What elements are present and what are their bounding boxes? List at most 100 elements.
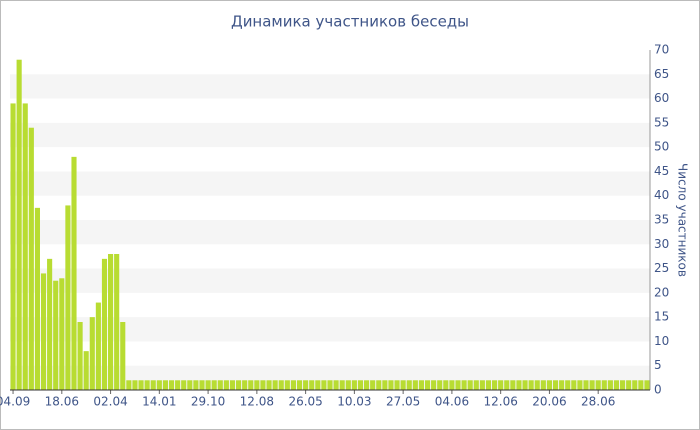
bar: [626, 380, 632, 390]
bar: [10, 103, 16, 390]
bar: [95, 302, 101, 390]
bar: [296, 380, 303, 390]
bar: [589, 380, 595, 390]
bar: [53, 280, 59, 390]
bar: [412, 380, 418, 390]
bar: [546, 380, 552, 390]
bar: [583, 380, 589, 390]
y-tick-label: 35: [654, 213, 669, 227]
grid-band: [10, 171, 650, 196]
bar: [22, 103, 28, 390]
y-tick-label: 55: [654, 115, 669, 129]
bar: [601, 380, 607, 390]
x-tick-label: 20.06: [532, 395, 566, 409]
bar: [559, 380, 565, 390]
bar: [449, 380, 455, 390]
bar: [437, 380, 443, 390]
bar: [175, 380, 181, 390]
bar: [229, 380, 236, 390]
bar: [595, 380, 601, 390]
x-tick-label: 12.08: [240, 395, 274, 409]
x-tick-label: 26.05: [288, 395, 322, 409]
bar: [303, 380, 309, 390]
bar: [632, 380, 638, 390]
bar: [461, 380, 467, 390]
bar: [217, 380, 223, 390]
bar: [40, 273, 47, 390]
bar: [327, 380, 333, 390]
bar: [565, 380, 571, 390]
bar: [345, 380, 351, 390]
bar: [357, 380, 364, 390]
bar: [400, 380, 406, 390]
bar: [577, 380, 583, 390]
bar: [638, 380, 644, 390]
bar: [394, 380, 400, 390]
bar: [28, 127, 34, 390]
bar: [498, 380, 504, 390]
bar: [242, 380, 248, 390]
bar: [644, 380, 650, 390]
bar: [181, 380, 187, 390]
y-tick-label: 20: [654, 285, 669, 299]
bar: [272, 380, 278, 390]
bar: [455, 380, 461, 390]
bar: [382, 380, 388, 390]
bar: [284, 380, 290, 390]
bar: [443, 380, 449, 390]
bar: [150, 380, 156, 390]
y-tick-label: 50: [654, 140, 669, 154]
bar: [315, 380, 321, 390]
bar: [59, 278, 65, 390]
bar: [132, 380, 138, 390]
bar: [83, 351, 89, 390]
bar: [522, 380, 528, 390]
y-tick-label: 40: [654, 188, 669, 202]
bar: [571, 380, 577, 390]
chart-title: Динамика участников беседы: [231, 13, 469, 31]
bar: [211, 380, 217, 390]
bar: [479, 380, 485, 390]
bar: [351, 380, 357, 390]
bar: [406, 380, 412, 390]
bar: [516, 380, 522, 390]
bar: [492, 380, 498, 390]
x-tick-label: 29.10: [191, 395, 225, 409]
y-tick-label: 30: [654, 237, 669, 251]
bar: [89, 317, 95, 390]
bar: [504, 380, 510, 390]
bar: [156, 380, 162, 390]
bar: [424, 380, 431, 390]
bar: [101, 258, 108, 390]
x-tick-label: 18.06: [45, 395, 79, 409]
bar: [552, 380, 559, 390]
grid-band: [10, 220, 650, 245]
grid-band: [10, 122, 650, 148]
bar: [193, 380, 199, 390]
bar: [205, 380, 211, 390]
bar: [77, 322, 83, 390]
bar: [388, 380, 394, 390]
bar: [65, 205, 71, 390]
bar: [71, 156, 77, 390]
bar: [370, 380, 376, 390]
bar: [510, 380, 516, 390]
bar: [607, 380, 613, 390]
bar: [47, 258, 53, 390]
bar: [199, 380, 205, 390]
x-tick-label: 12.06: [483, 395, 517, 409]
bar: [108, 254, 114, 390]
bar: [376, 380, 382, 390]
bar: [266, 380, 272, 390]
bar: [431, 380, 437, 390]
bar: [187, 380, 193, 390]
x-tick-label: 27.05: [386, 395, 420, 409]
y-tick-label: 15: [654, 310, 669, 324]
bar: [333, 380, 339, 390]
y-tick-label: 10: [654, 334, 669, 348]
bar: [485, 380, 492, 390]
bar: [418, 380, 424, 390]
bar: [540, 380, 546, 390]
bar: [223, 380, 229, 390]
